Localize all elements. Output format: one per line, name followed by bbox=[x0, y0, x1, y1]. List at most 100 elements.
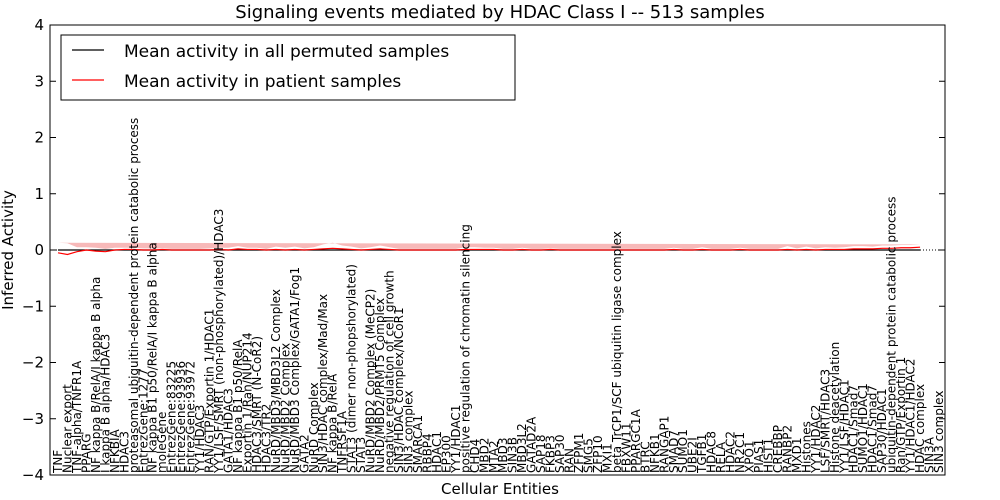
category-label: TNF bbox=[51, 450, 65, 474]
category-label: SIN3 complex bbox=[932, 391, 946, 473]
category-label: LSF/SMRT/HDAC3 bbox=[818, 369, 832, 473]
category-label: SMAD7 bbox=[667, 430, 681, 473]
category-label: HDAC8 bbox=[705, 431, 719, 473]
category-label: FKBP3 bbox=[544, 435, 558, 473]
category-label: proteasomal ubiquitin-dependent protein … bbox=[127, 118, 141, 473]
category-label: NFKB1 bbox=[648, 433, 662, 473]
category-label: SAP30/HDAC1 bbox=[875, 388, 889, 473]
category-label: moleGene bbox=[155, 412, 169, 473]
category-label: NuRD/MBD3/MBD3L2 Complex bbox=[269, 289, 283, 473]
legend: Mean activity in all permuted samples Me… bbox=[60, 34, 516, 101]
category-label: YY1/HDAC1 bbox=[449, 405, 463, 474]
y-tick-label: −4 bbox=[22, 466, 44, 484]
category-label: YY1/HDAC2 bbox=[809, 405, 823, 474]
category-label: NR2C1 bbox=[733, 432, 747, 473]
y-tick-label: 3 bbox=[34, 72, 44, 90]
category-label: MBD3L2 bbox=[515, 423, 529, 473]
category-label: MTA2 bbox=[487, 440, 501, 473]
category-label: YY1/LSF/HDAC1 bbox=[837, 379, 851, 474]
category-label: HDAC3/TR2 bbox=[259, 404, 273, 473]
category-label: RANGAP1 bbox=[657, 416, 671, 473]
category-label: FBXW11 bbox=[619, 423, 633, 474]
category-label: STAT3 bbox=[354, 437, 368, 473]
category-label: NF kappa B1 p50/RelA bbox=[231, 339, 245, 473]
category-label: PIAS1 bbox=[752, 439, 766, 473]
category-label: ubiquitin-dependent protein catabolic pr… bbox=[885, 197, 899, 473]
category-label: positive regulation of chromatin silenci… bbox=[458, 224, 472, 473]
category-label: Ran/GTP/Exportin 1 bbox=[894, 357, 908, 473]
category-label: SUMO1/HDAC1 bbox=[856, 383, 870, 473]
category-label: negative regulation of cell growth bbox=[383, 270, 397, 473]
patient-band bbox=[58, 242, 921, 249]
category-label: NuRD/MBD2 Complex bbox=[278, 343, 292, 473]
category-label: XPO1 bbox=[743, 440, 757, 473]
category-label: HDAC3 bbox=[117, 431, 131, 473]
category-label: CREBBP bbox=[771, 425, 785, 473]
category-label: SIN3 complex bbox=[402, 391, 416, 473]
category-label: SAP18 bbox=[534, 434, 548, 473]
category-label: GATA1/HDAC3 bbox=[222, 388, 236, 473]
category-label: YY1/LSF/SMRT (non-phosphorylated)/HDAC3 bbox=[212, 209, 226, 474]
category-label: HDAC complex bbox=[913, 384, 927, 473]
category-label: NuRD/MBD2/PRMT5 Complex bbox=[373, 298, 387, 473]
activity-bands bbox=[58, 242, 921, 249]
category-label: EntrezGene:83225 bbox=[165, 361, 179, 473]
y-tick-label: 4 bbox=[34, 16, 44, 34]
category-label: BTRC bbox=[638, 441, 652, 473]
category-label: STAT3 (dimer non-phopshorylated) bbox=[345, 264, 359, 473]
category-label: PPARG bbox=[79, 433, 93, 473]
category-label: SAP30 bbox=[553, 434, 567, 473]
legend-patient-label: Mean activity in patient samples bbox=[124, 72, 401, 92]
series-patient-line bbox=[57, 246, 921, 256]
category-label: SIN3/HDAC complex/NCoR1 bbox=[392, 307, 406, 473]
category-label: GATA2 bbox=[297, 434, 311, 473]
category-label: HDAC1/Smad7 bbox=[866, 385, 880, 473]
y-tick-label: 1 bbox=[34, 185, 44, 203]
y-tick-label: 0 bbox=[34, 241, 44, 259]
category-label: MXI1 bbox=[600, 443, 614, 473]
legend-permuted-label: Mean activity in all permuted samples bbox=[124, 42, 449, 62]
series-lines bbox=[57, 246, 921, 256]
y-tick-label: −3 bbox=[22, 410, 44, 428]
category-label: MBD2 bbox=[477, 438, 491, 473]
y-tick-label: 2 bbox=[34, 129, 44, 147]
category-label: Histone deacetylation bbox=[828, 342, 842, 473]
category-label: EntrezGene:1277 bbox=[136, 369, 150, 474]
y-axis-ticks: −4 −3 −2 −1 0 1 2 3 4 bbox=[22, 16, 945, 484]
category-label: MBD3 bbox=[496, 438, 510, 473]
x-axis-label: Cellular Entities bbox=[441, 480, 559, 498]
category-label: YY1/HDAC1/HDAC2 bbox=[904, 358, 918, 474]
category-label: Nuclear export bbox=[60, 384, 74, 473]
category-label: RAN/GTP/Exportin 1/HDAC1 bbox=[203, 309, 217, 473]
category-label: NFKBIA bbox=[108, 428, 122, 473]
category-label: RBBP4 bbox=[420, 433, 434, 473]
category-label: NuRD/MBD3 Complex/GATA1/Fog1 bbox=[288, 267, 302, 473]
plot-frame bbox=[49, 24, 946, 476]
category-label: Histones bbox=[799, 421, 813, 473]
category-label: EntrezGene:93936 bbox=[174, 361, 188, 473]
legend-box bbox=[60, 34, 516, 101]
category-label: HDAC1 bbox=[430, 431, 444, 473]
category-label: UBE2I bbox=[686, 437, 700, 473]
category-label: SIN3B bbox=[506, 437, 520, 473]
category-label: I kappa B alpha/HDAC3 bbox=[98, 334, 112, 473]
category-label: CHD4 bbox=[468, 439, 482, 473]
category-label: SIN3A bbox=[923, 436, 937, 473]
category-label: ZFP10 bbox=[591, 435, 605, 473]
category-label: HDAC2 bbox=[724, 431, 738, 473]
category-label: NF kappa B/RelA/I kappa B alpha bbox=[89, 277, 103, 473]
category-label: ZFPM1 bbox=[572, 433, 586, 473]
category-label: Exportin 1/Ran/NUP214 bbox=[240, 332, 254, 473]
category-label: TNF-alpha/TNFR1A bbox=[70, 360, 84, 474]
category-label: NuRD/MBD2 Complex (MeCP2) bbox=[364, 289, 378, 473]
category-label: RANBP2 bbox=[780, 425, 794, 473]
category-label: GATAD2A bbox=[525, 416, 539, 473]
category-label: beta TrCP1/SCF ubiquitin ligase complex bbox=[610, 231, 624, 473]
chart-title: Signaling events mediated by HDAC Class … bbox=[235, 2, 764, 23]
category-label: EP300 bbox=[439, 435, 453, 473]
category-label: TGFB1 bbox=[695, 434, 709, 474]
category-label: NF kappa B/RelA bbox=[326, 373, 340, 473]
y-tick-label: −2 bbox=[22, 354, 44, 372]
